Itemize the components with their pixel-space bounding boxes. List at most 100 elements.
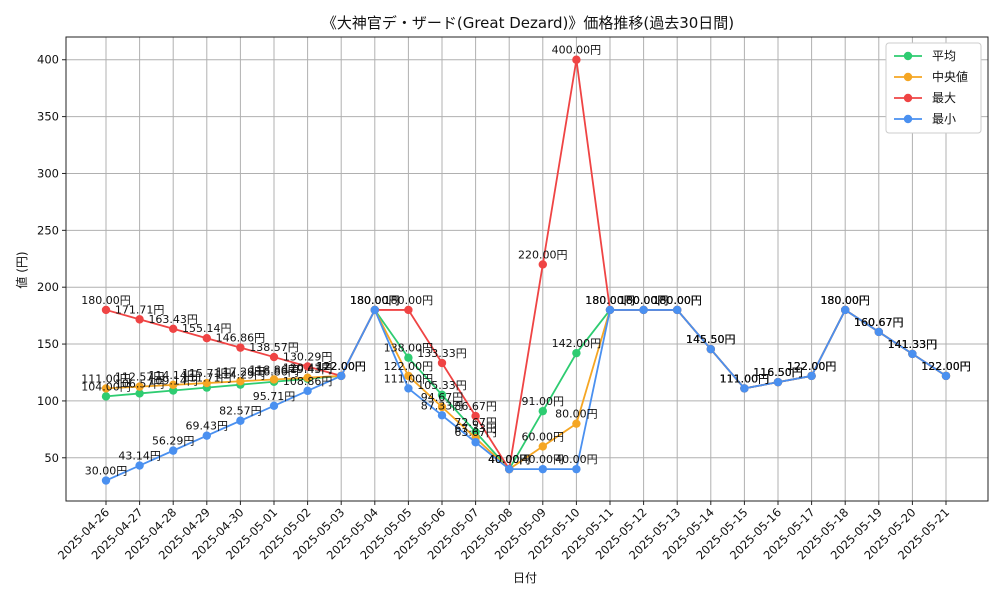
data-label: 63.67円 (454, 426, 497, 439)
data-label: 180.00円 (619, 294, 669, 307)
data-point (437, 390, 447, 400)
data-labels: 104.00円106.57円109.14円111.71円114.29円116.8… (81, 44, 971, 478)
data-point (538, 442, 547, 451)
data-point (437, 358, 447, 368)
data-label: 160.67円 (854, 316, 904, 329)
data-point (471, 427, 480, 437)
plot-frame (65, 36, 989, 502)
data-label: 111.00円 (720, 372, 770, 385)
data-label: 141.33円 (888, 338, 938, 351)
data-point (135, 461, 144, 470)
data-label: 122.00円 (316, 360, 366, 373)
y-axis-label: 値 (円) (14, 251, 29, 288)
data-label: 95.71円 (253, 390, 296, 403)
data-point (404, 305, 413, 315)
data-label: 180.00円 (350, 294, 400, 307)
data-label: 160.67円 (854, 316, 904, 329)
data-label: 60.00円 (522, 430, 565, 443)
y-tick-label: 250 (37, 223, 59, 237)
data-label: 80.00円 (555, 408, 598, 421)
data-point (236, 416, 245, 425)
data-point (572, 55, 581, 64)
data-label: 146.86円 (216, 332, 266, 345)
data-point (135, 389, 144, 398)
data-label: 122.00円 (787, 360, 837, 373)
data-label: 40.00円 (488, 453, 531, 466)
data-point (236, 343, 245, 352)
y-tick-label: 350 (37, 110, 59, 124)
y-tick-label: 100 (37, 394, 59, 408)
data-label: 180.00円 (619, 294, 669, 307)
data-label: 94.67円 (421, 391, 464, 404)
data-label: 180.00円 (350, 294, 400, 307)
data-point (303, 386, 312, 396)
data-label: 180.00円 (585, 294, 635, 307)
data-point (101, 305, 111, 315)
data-label: 138.57円 (249, 341, 299, 354)
data-label: 104.00円 (81, 380, 131, 393)
data-label: 180.00円 (652, 294, 702, 307)
data-point (404, 371, 413, 381)
data-label: 122.00円 (316, 360, 366, 373)
legend-entry: 最小 (932, 112, 956, 126)
data-label: 40.00円 (488, 453, 531, 466)
data-label: 56.29円 (152, 435, 195, 448)
series-line (105, 307, 947, 482)
data-point (639, 305, 648, 315)
data-label: 160.67円 (854, 316, 904, 329)
data-point (135, 382, 144, 391)
data-point (874, 327, 883, 337)
data-label: 180.00円 (384, 294, 434, 307)
data-label: 180.00円 (81, 294, 131, 307)
data-point (135, 315, 144, 324)
data-point (673, 305, 682, 315)
y-tick-label: 300 (37, 166, 59, 180)
data-point (202, 431, 211, 440)
data-label: 118.86円 (249, 363, 299, 376)
data-label: 114.29円 (216, 369, 266, 382)
data-label: 30.00円 (85, 465, 128, 478)
data-label: 91.00円 (522, 395, 565, 408)
data-point (202, 334, 211, 343)
data-point (236, 377, 245, 386)
data-label: 141.33円 (888, 338, 938, 351)
data-point (471, 411, 480, 421)
data-label: 114.14円 (148, 369, 198, 382)
data-label: 180.00円 (619, 294, 669, 307)
data-point (169, 446, 178, 455)
data-label: 116.50円 (753, 366, 803, 379)
data-point (437, 402, 447, 412)
data-label: 160.67円 (854, 316, 904, 329)
data-label: 122.00円 (921, 360, 971, 373)
data-label: 40.00円 (488, 453, 531, 466)
data-label: 122.00円 (921, 360, 971, 373)
data-label: 180.00円 (652, 294, 702, 307)
data-label: 122.00円 (787, 360, 837, 373)
data-label: 69.43円 (186, 420, 229, 433)
data-label: 133.33円 (417, 347, 467, 360)
y-tick-label: 150 (37, 337, 59, 351)
data-label: 180.00円 (820, 294, 870, 307)
data-label: 112.57円 (115, 371, 165, 384)
series-lines (101, 55, 951, 485)
y-tick-label: 200 (37, 280, 59, 294)
legend-box (885, 42, 982, 134)
data-label: 116.50円 (753, 366, 803, 379)
data-label: 115.71円 (182, 367, 232, 380)
data-label: 171.71円 (115, 303, 165, 316)
data-point (471, 438, 480, 447)
data-label: 180.00円 (585, 294, 635, 307)
data-label: 180.00円 (820, 294, 870, 307)
data-label: 180.00円 (820, 294, 870, 307)
data-label: 122.00円 (384, 360, 434, 373)
data-label: 180.00円 (585, 294, 635, 307)
data-point (269, 352, 279, 362)
data-label: 122.00円 (921, 360, 971, 373)
data-point (169, 380, 178, 390)
data-point (437, 411, 447, 420)
data-label: 117.29円 (216, 365, 266, 378)
data-label: 40.00円 (488, 453, 531, 466)
data-label: 40.00円 (522, 453, 565, 466)
